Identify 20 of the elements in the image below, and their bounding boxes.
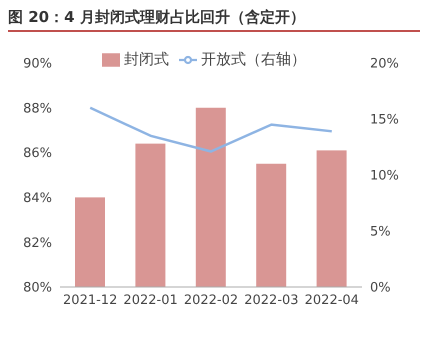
y2-tick-label: 10% — [370, 168, 399, 184]
y2-tick-label: 5% — [370, 224, 391, 240]
y-tick-label: 86% — [23, 146, 52, 162]
y2-tick-label: 0% — [370, 280, 391, 296]
y-tick-label: 84% — [23, 191, 52, 206]
x-tick-label: 2022-02 — [184, 293, 238, 308]
y-tick-label: 82% — [23, 236, 52, 251]
y2-tick-label: 20% — [370, 56, 399, 72]
y-tick-label: 88% — [23, 101, 52, 116]
x-tick-label: 2022-01 — [123, 293, 178, 308]
chart-title: 图 20：4 月封闭式理财占比回升（含定开） — [8, 8, 420, 32]
line-series — [88, 106, 334, 153]
legend-label: 封闭式 — [124, 50, 169, 68]
x-tick-label: 2021-12 — [63, 293, 118, 308]
x-tick-label: 2022-03 — [244, 293, 299, 308]
y-tick-label: 80% — [23, 280, 52, 296]
x-tick-label: 2022-04 — [304, 293, 359, 308]
legend-label: 开放式（右轴） — [201, 50, 306, 68]
y-tick-label: 90% — [23, 56, 52, 72]
y2-tick-label: 15% — [370, 112, 399, 128]
